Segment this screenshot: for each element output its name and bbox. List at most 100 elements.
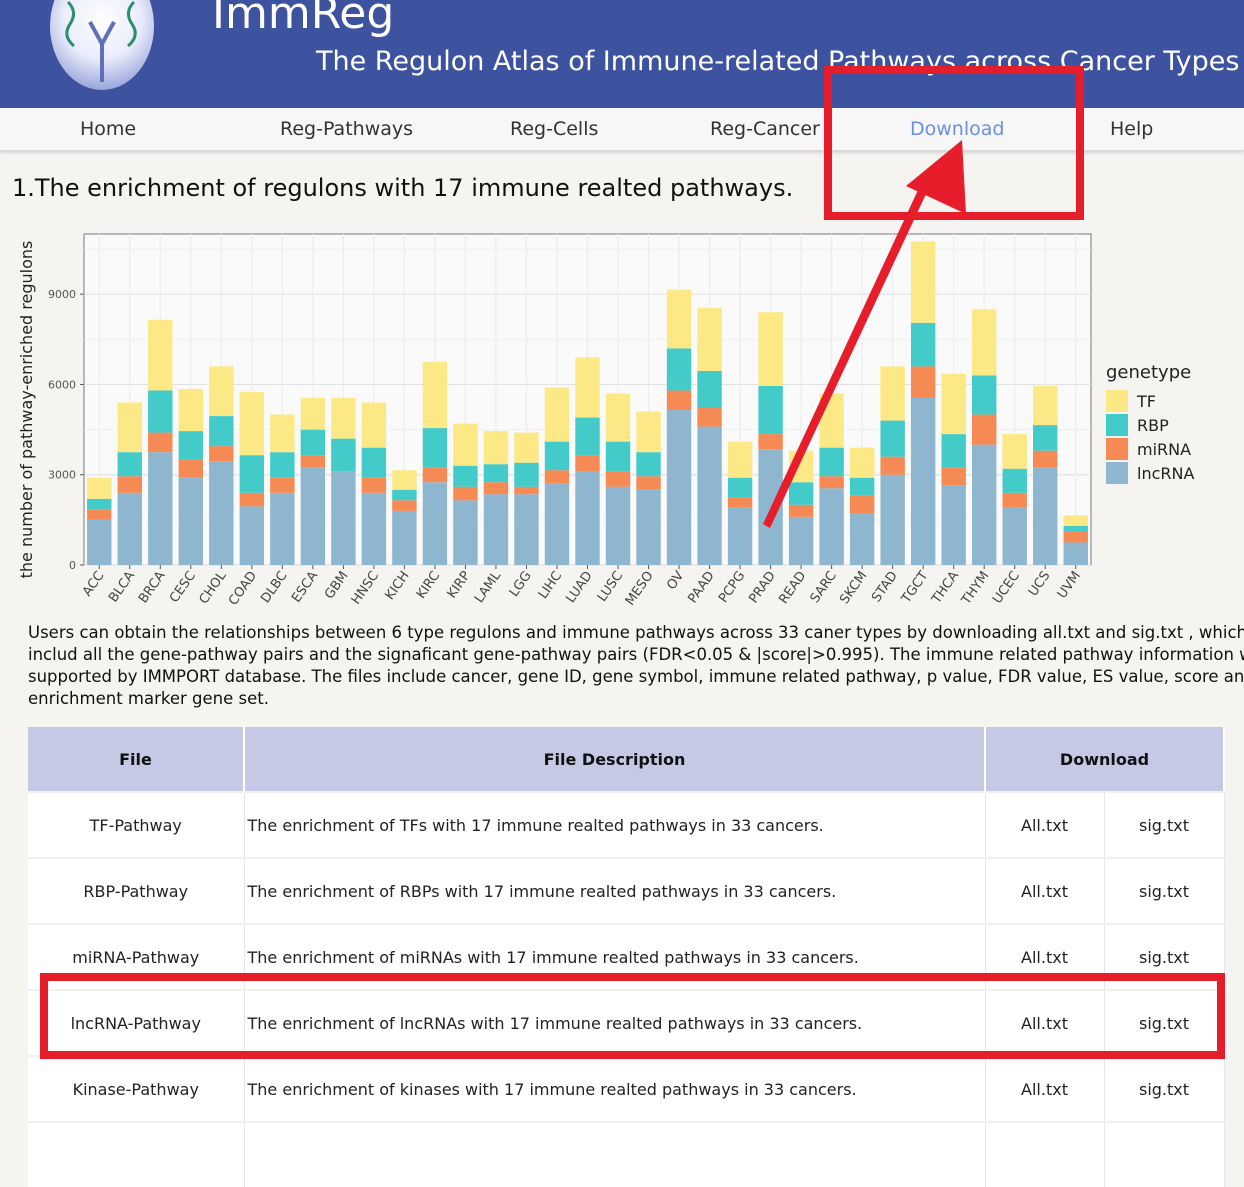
x-tick-label: CHOL: [196, 568, 230, 607]
bar-TF-UCS: [1033, 385, 1058, 426]
nav-reg-pathways[interactable]: Reg-Pathways: [280, 118, 414, 140]
y-tick-label: 6000: [48, 378, 76, 391]
bar-lncRNA-STAD: [880, 474, 905, 565]
sig-txt-link[interactable]: [1104, 1121, 1225, 1187]
bar-TF-HNSC: [361, 402, 387, 448]
bar-TF-THCA: [941, 373, 966, 435]
bar-lncRNA-PAAD: [697, 426, 722, 565]
bar-miRNA-KICH: [392, 500, 417, 511]
nav-reg-cancer[interactable]: Reg-Cancer: [710, 118, 820, 140]
sig-txt-link[interactable]: sig.txt: [1104, 923, 1225, 990]
bar-lncRNA-OV: [666, 410, 692, 565]
bar-miRNA-STAD: [880, 456, 905, 475]
table-row-highlighted: lncRNA-Pathway The enrichment of lncRNAs…: [28, 989, 1225, 1056]
bar-miRNA-CHOL: [209, 446, 234, 462]
bar-RBP-GBM: [331, 438, 356, 472]
bar-lncRNA-HNSC: [361, 492, 387, 565]
file-description: The enrichment of lncRNAs with 17 immune…: [244, 989, 986, 1056]
all-txt-link[interactable]: [985, 1121, 1105, 1187]
nav-home[interactable]: Home: [80, 118, 137, 140]
bar-RBP-SKCM: [849, 477, 875, 496]
bar-TF-LUAD: [575, 357, 600, 418]
section-title: 1.The enrichment of regulons with 17 imm…: [12, 174, 794, 202]
bar-RBP-READ: [788, 482, 814, 505]
bar-miRNA-BLCA: [117, 476, 142, 493]
y-axis-label: the number of pathway-enriched regulons: [17, 241, 36, 579]
legend-title: genetype: [1106, 362, 1191, 383]
legend-label-RBP: RBP: [1137, 416, 1169, 435]
bar-lncRNA-ESCA: [300, 467, 326, 565]
all-txt-link[interactable]: All.txt: [985, 791, 1105, 858]
y-tick-label: 9000: [48, 288, 76, 301]
x-tick-label: ESCA: [289, 569, 321, 606]
header-file-description: File Description: [244, 727, 986, 792]
table-row: RBP-Pathway The enrichment of RBPs with …: [28, 857, 1225, 924]
sig-txt-link[interactable]: sig.txt: [1104, 989, 1225, 1056]
bar-RBP-UVM: [1063, 525, 1088, 532]
bar-miRNA-HNSC: [361, 477, 387, 493]
bar-lncRNA-CESC: [178, 477, 204, 565]
x-tick-label: KIRC: [414, 569, 443, 602]
header-download: Download: [985, 727, 1226, 792]
bar-TF-ESCA: [300, 397, 326, 430]
nav-download[interactable]: Download: [910, 118, 1005, 140]
file-name: Kinase-Pathway: [28, 1055, 245, 1122]
file-name: lncRNA-Pathway: [28, 989, 245, 1056]
bar-lncRNA-THYM: [971, 444, 997, 565]
bar-RBP-LUAD: [575, 417, 600, 456]
x-tick-label: SARC: [808, 569, 840, 606]
bar-RBP-KIRP: [453, 465, 478, 487]
x-tick-label: THCA: [929, 569, 962, 608]
bar-RBP-OV: [666, 348, 692, 391]
x-tick-label: LGG: [507, 569, 535, 600]
bar-lncRNA-GBM: [331, 471, 356, 565]
bar-TF-LIHC: [544, 387, 570, 442]
download-table: File File Description Download TF-Pathwa…: [28, 727, 1226, 1187]
bar-RBP-BRCA: [148, 390, 173, 433]
x-tick-label: MESO: [623, 569, 657, 609]
bar-lncRNA-TGCT: [910, 397, 936, 565]
all-txt-link[interactable]: All.txt: [985, 857, 1105, 924]
bar-TF-PAAD: [697, 307, 722, 371]
file-name: miRNA-Pathway: [28, 923, 245, 990]
bar-TF-OV: [666, 289, 692, 349]
x-tick-label: ACC: [80, 569, 108, 600]
all-txt-link[interactable]: All.txt: [985, 989, 1105, 1056]
bar-RBP-HNSC: [361, 447, 387, 478]
bar-TF-ACC: [87, 477, 112, 499]
bar-TF-KICH: [392, 470, 417, 490]
bar-TF-CESC: [178, 388, 204, 432]
bar-lncRNA-KIRP: [453, 500, 478, 565]
x-tick-label: LIHC: [536, 569, 565, 602]
bar-RBP-ACC: [87, 498, 112, 510]
bar-TF-LGG: [514, 432, 539, 463]
description-line: supported by IMMPORT database. The files…: [28, 667, 1244, 686]
nav-reg-cells[interactable]: Reg-Cells: [510, 118, 599, 140]
bar-TF-LUSC: [605, 393, 631, 442]
bar-RBP-BLCA: [117, 452, 142, 477]
description-line: enrichment marker gene set.: [28, 689, 269, 708]
bar-TF-THYM: [971, 309, 997, 376]
bar-miRNA-THYM: [971, 414, 997, 445]
bar-TF-CHOL: [209, 366, 234, 417]
y-tick-label: 3000: [48, 469, 76, 482]
bar-miRNA-READ: [788, 504, 814, 517]
x-tick-label: LUSC: [595, 569, 626, 605]
x-tick-label: BRCA: [136, 569, 169, 607]
table-row: [28, 1121, 1225, 1187]
sig-txt-link[interactable]: sig.txt: [1104, 791, 1225, 858]
bar-miRNA-ESCA: [300, 455, 326, 468]
bar-lncRNA-LUAD: [575, 471, 600, 565]
sig-txt-link[interactable]: sig.txt: [1104, 857, 1225, 924]
nav-help[interactable]: Help: [1110, 118, 1154, 140]
bar-RBP-ESCA: [300, 429, 326, 456]
bar-miRNA-OV: [666, 390, 692, 411]
all-txt-link[interactable]: All.txt: [985, 923, 1105, 990]
sig-txt-link[interactable]: sig.txt: [1104, 1055, 1225, 1122]
bar-RBP-CHOL: [209, 416, 234, 447]
bar-lncRNA-THCA: [941, 485, 966, 565]
bar-lncRNA-READ: [788, 516, 814, 565]
x-tick-label: UCEC: [990, 569, 1023, 607]
bar-lncRNA-UCEC: [1002, 507, 1027, 565]
all-txt-link[interactable]: All.txt: [985, 1055, 1105, 1122]
